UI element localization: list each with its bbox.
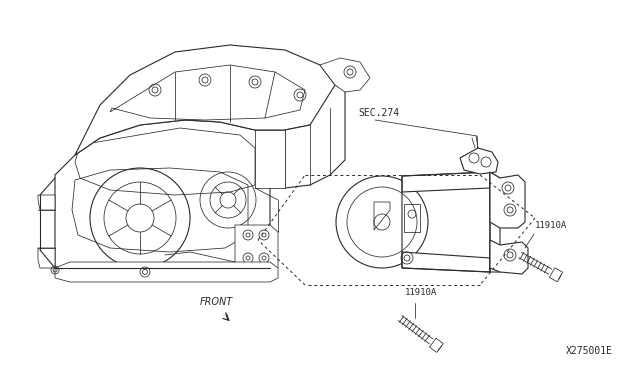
Polygon shape [429, 338, 444, 352]
Polygon shape [320, 58, 370, 92]
Polygon shape [235, 225, 278, 268]
Text: FRONT: FRONT [200, 297, 233, 307]
Polygon shape [38, 248, 55, 268]
Polygon shape [402, 172, 490, 192]
Polygon shape [255, 130, 285, 188]
Polygon shape [490, 172, 525, 228]
Text: SEC.274: SEC.274 [358, 108, 399, 118]
Polygon shape [550, 268, 563, 282]
Polygon shape [285, 85, 345, 188]
Polygon shape [55, 262, 278, 282]
Text: X275001E: X275001E [566, 346, 613, 356]
Polygon shape [490, 172, 500, 272]
Polygon shape [55, 120, 270, 268]
Polygon shape [75, 45, 335, 155]
Text: 11910A: 11910A [535, 221, 567, 230]
Text: 11910A: 11910A [405, 288, 437, 297]
Polygon shape [490, 240, 528, 274]
Polygon shape [38, 195, 55, 210]
Polygon shape [402, 252, 490, 272]
Polygon shape [460, 148, 498, 174]
